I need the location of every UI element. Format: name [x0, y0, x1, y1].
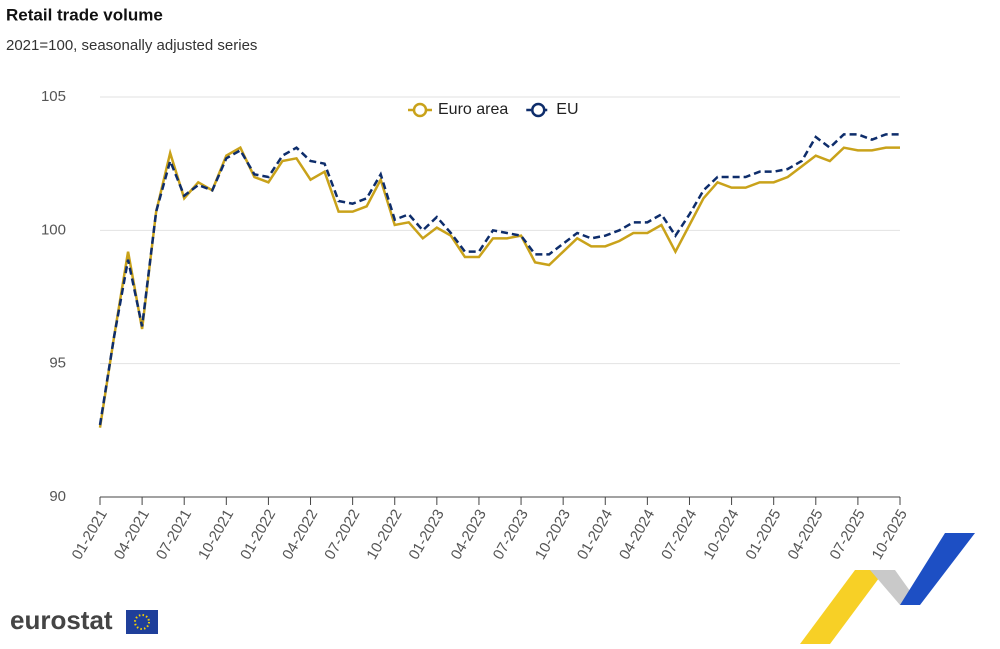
deco-yellow	[800, 570, 885, 644]
x-tick-label: 07-2021	[153, 506, 195, 562]
x-tick-label: 10-2024	[700, 506, 742, 562]
x-tick-label: 10-2021	[195, 506, 237, 562]
x-tick-label: 01-2024	[574, 506, 616, 562]
y-tick-label: 90	[49, 488, 66, 505]
series-line	[98, 133, 900, 426]
x-tick-label: 07-2023	[490, 506, 532, 562]
x-tick-label: 04-2025	[784, 506, 826, 562]
x-tick-label: 01-2023	[405, 506, 447, 562]
legend-label: Euro area	[438, 101, 508, 118]
legend-label: EU	[556, 101, 578, 118]
x-tick-label: 01-2022	[237, 506, 279, 562]
y-tick-label: 100	[41, 221, 66, 238]
x-tick-label: 04-2024	[616, 506, 658, 562]
x-tick-label: 04-2023	[448, 506, 490, 562]
series-line	[98, 145, 900, 428]
x-tick-label: 04-2022	[279, 506, 321, 562]
legend-marker	[531, 102, 546, 118]
decoration	[800, 533, 975, 644]
x-tick-label: 01-2025	[742, 506, 784, 562]
x-tick-label: 10-2025	[869, 506, 911, 562]
chart-subtitle: 2021=100, seasonally adjusted series	[6, 37, 257, 54]
x-tick-label: 07-2024	[658, 506, 700, 562]
legend-marker	[412, 102, 428, 118]
legend: Euro area EU	[408, 101, 579, 118]
x-tick-label: 10-2023	[532, 506, 574, 562]
brand-text: eurostat	[10, 605, 113, 635]
y-tick-label: 95	[49, 355, 66, 372]
x-tick-label: 10-2022	[363, 506, 405, 562]
chart-title: Retail trade volume	[6, 5, 163, 24]
eu-flag	[126, 610, 158, 634]
logo: eurostat	[10, 605, 158, 635]
y-tick-label: 105	[41, 88, 66, 105]
x-tick-label: 07-2025	[827, 506, 869, 562]
eu-stars	[134, 614, 150, 630]
deco-blue	[900, 533, 975, 605]
x-tick-label: 01-2021	[69, 506, 111, 562]
x-tick-label: 04-2021	[111, 506, 153, 562]
x-tick-label: 07-2022	[321, 506, 363, 562]
